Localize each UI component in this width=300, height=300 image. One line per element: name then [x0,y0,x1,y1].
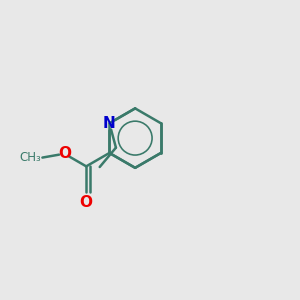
Text: CH₃: CH₃ [19,151,41,164]
Text: N: N [103,116,116,131]
Text: O: O [58,146,71,161]
Text: O: O [80,195,93,210]
